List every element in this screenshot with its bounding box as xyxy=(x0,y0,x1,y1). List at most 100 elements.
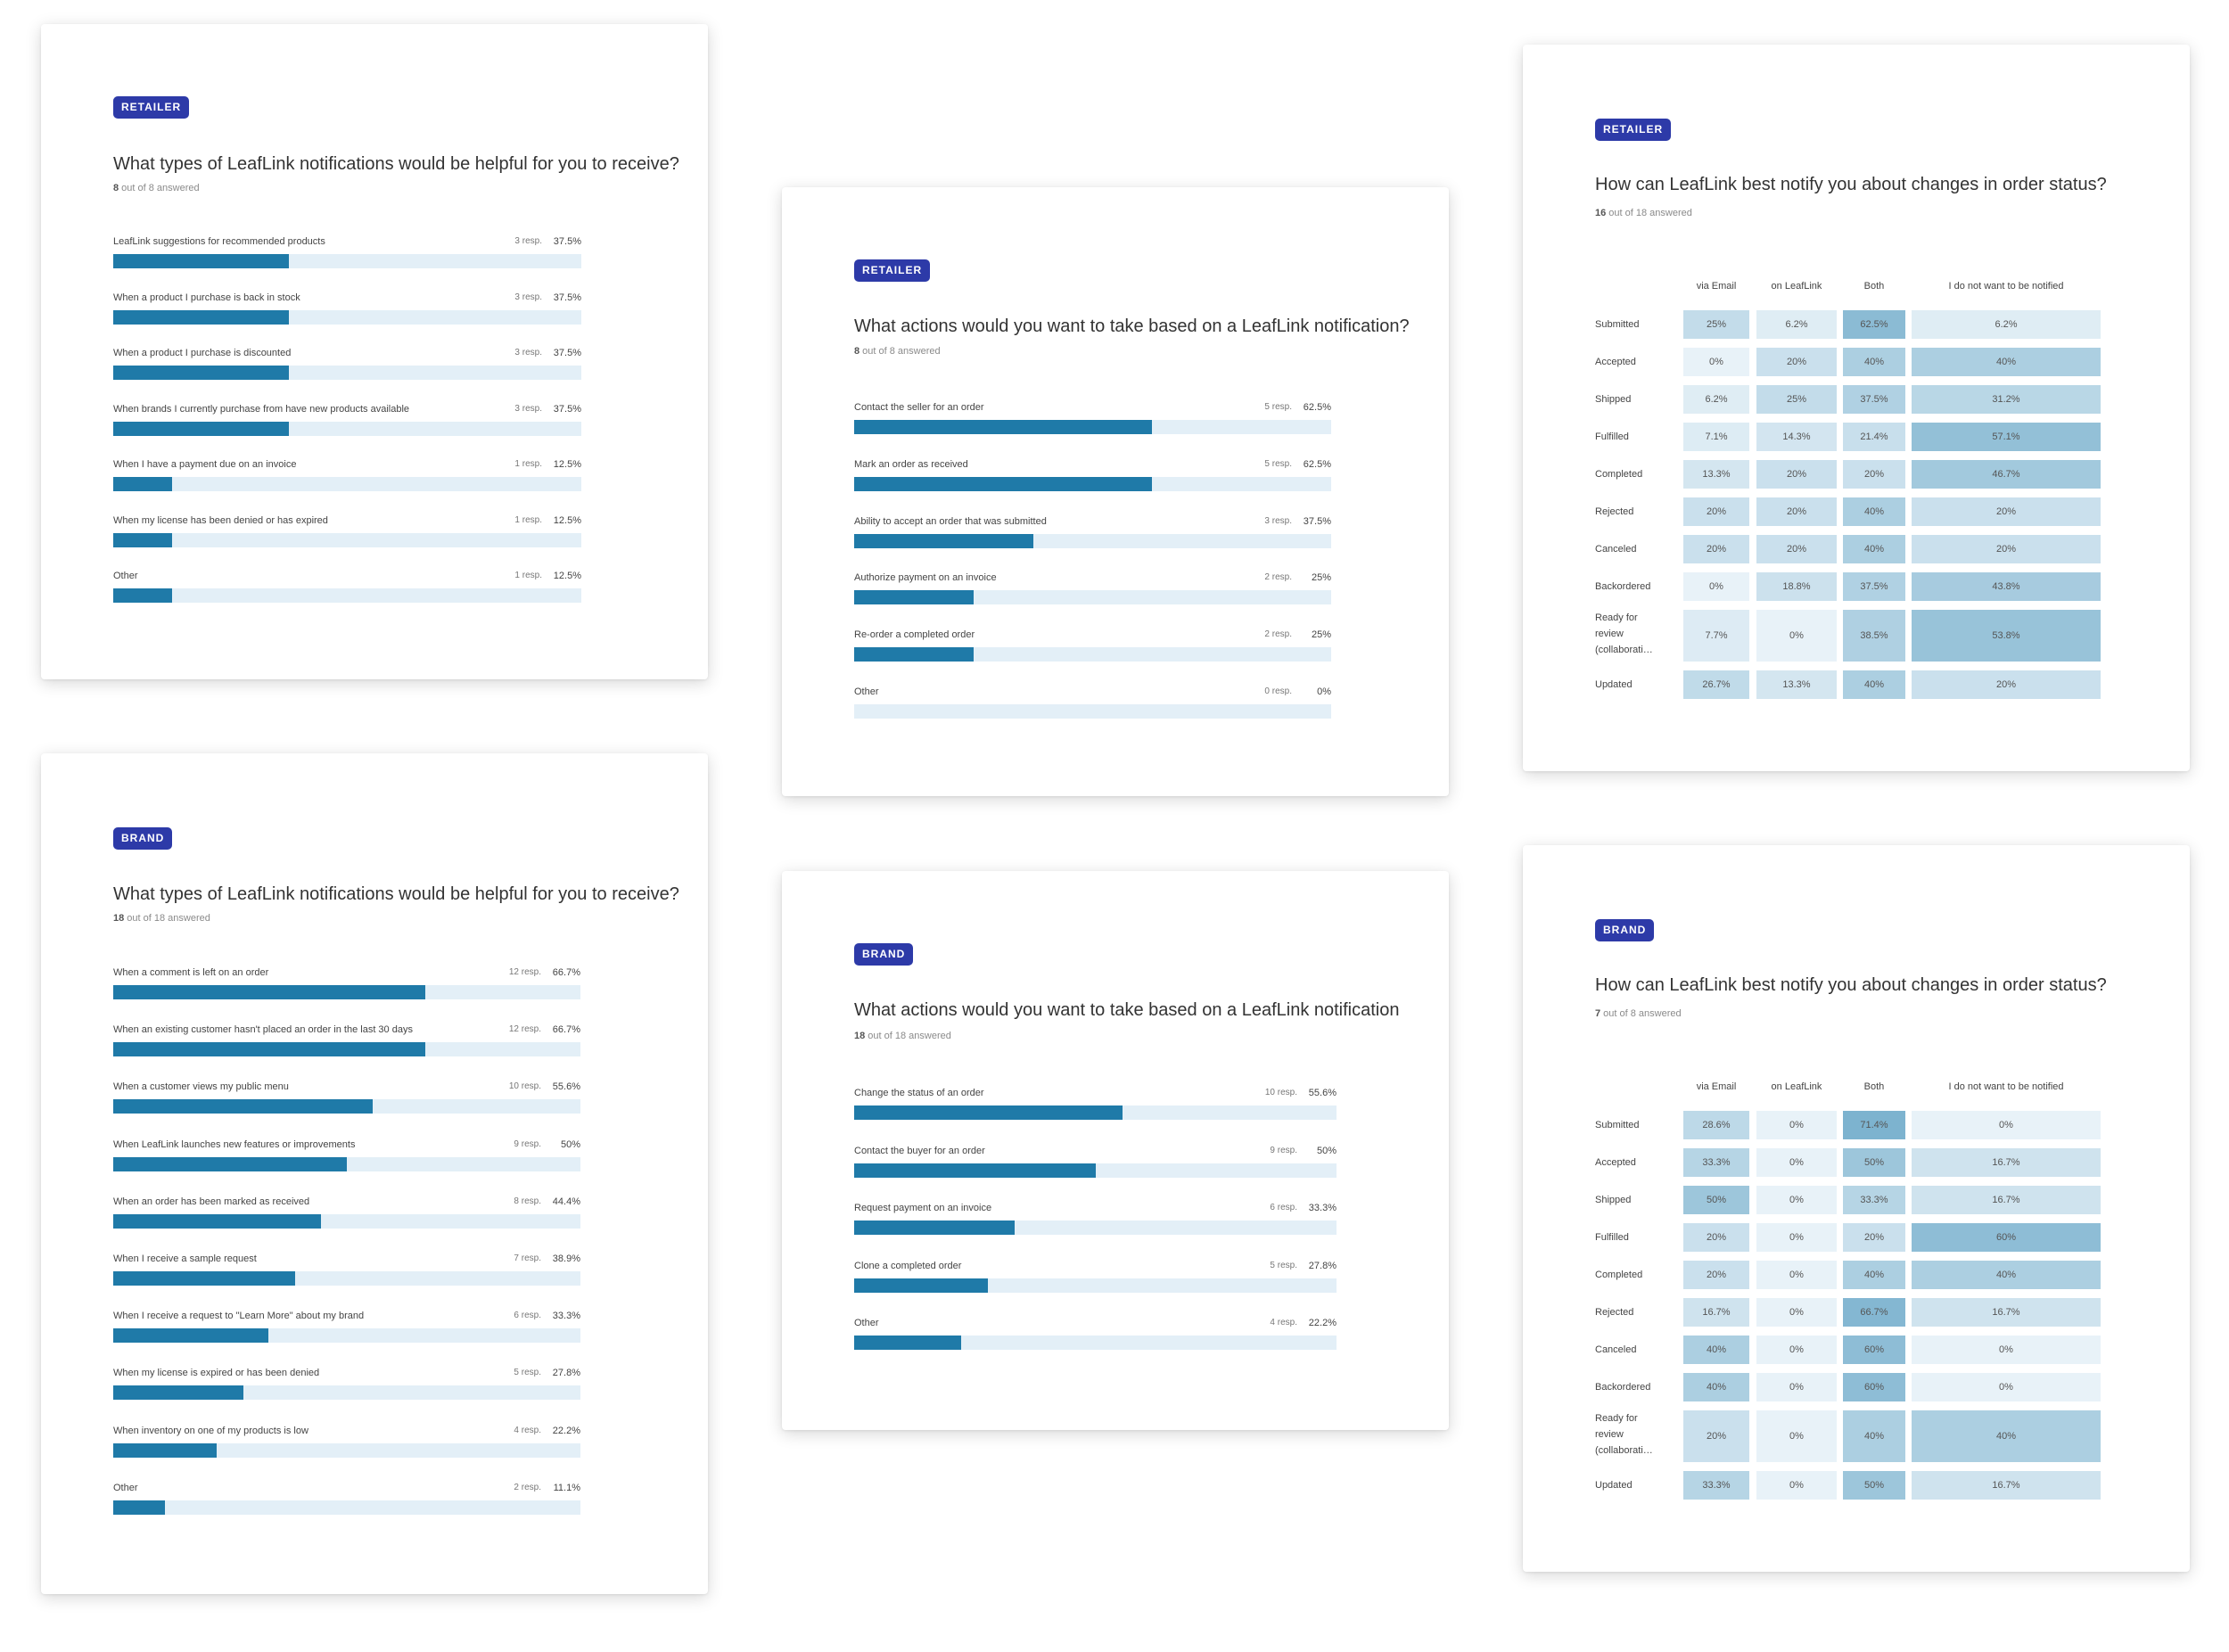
response-label: When brands I currently purchase from ha… xyxy=(113,403,410,415)
bar-fill xyxy=(854,420,1153,434)
matrix-column-header: I do not want to be notified xyxy=(1948,281,2064,292)
matrix-row-label: Accepted xyxy=(1595,1157,1636,1168)
response-label: Mark an order as received xyxy=(854,458,968,470)
matrix-column-header: on LeafLink xyxy=(1771,281,1822,292)
response-percent: 22.2% xyxy=(1308,1318,1337,1328)
matrix-cell: 20% xyxy=(1756,535,1837,563)
matrix-row-label: Fulfilled xyxy=(1595,1232,1629,1243)
matrix-cell: 7.7% xyxy=(1683,610,1749,662)
bar-fill xyxy=(854,1221,1016,1235)
question-title: What types of LeafLink notifications wou… xyxy=(113,884,679,904)
matrix-cell: 20% xyxy=(1683,497,1749,526)
response-row: When I have a payment due on an invoice 1… xyxy=(113,459,581,493)
response-row: When an existing customer hasn't placed … xyxy=(113,1024,580,1058)
response-label: Authorize payment on an invoice xyxy=(854,572,997,584)
response-count: 9 resp. xyxy=(514,1138,541,1149)
question-title: What actions would you want to take base… xyxy=(854,1000,1400,1020)
matrix-cell: 16.7% xyxy=(1912,1148,2101,1177)
response-label: Other xyxy=(854,1318,879,1328)
matrix-cell: 0% xyxy=(1756,1111,1837,1139)
bar-track xyxy=(854,704,1331,719)
matrix-cell: 43.8% xyxy=(1912,572,2101,601)
bar-fill xyxy=(854,533,1033,548)
matrix-cell: 26.7% xyxy=(1683,670,1749,699)
matrix-row-label: Shipped xyxy=(1595,1195,1632,1205)
matrix-cell: 7.1% xyxy=(1683,423,1749,451)
response-label: When LeafLink launches new features or i… xyxy=(113,1138,356,1150)
bar-fill xyxy=(854,1278,989,1293)
matrix-cell: 0% xyxy=(1912,1111,2101,1139)
bar-track xyxy=(854,1105,1337,1120)
response-count: 8 resp. xyxy=(514,1196,541,1206)
response-row: Contact the seller for an order 5 resp. 62… xyxy=(854,402,1331,436)
response-row: When my license has been denied or has e… xyxy=(113,515,581,549)
bar-track xyxy=(854,1278,1337,1293)
response-row: Mark an order as received 5 resp. 62.5% xyxy=(854,459,1331,493)
matrix-cell: 33.3% xyxy=(1683,1471,1749,1500)
matrix-cell: 0% xyxy=(1756,1373,1837,1401)
matrix-row-label: Accepted xyxy=(1595,357,1636,367)
answered-count: 7 out of 8 answered xyxy=(1595,1008,1682,1019)
response-row: Other 2 resp. 11.1% xyxy=(113,1483,580,1516)
matrix-row-label: Completed xyxy=(1595,469,1643,480)
response-row: When a product I purchase is back in sto… xyxy=(113,292,581,326)
response-percent: 55.6% xyxy=(552,1081,580,1093)
answered-count: 8 out of 8 answered xyxy=(854,346,941,357)
response-percent: 12.5% xyxy=(553,459,581,470)
bar-track xyxy=(113,477,581,491)
matrix-cell: 25% xyxy=(1683,310,1749,339)
response-count: 4 resp. xyxy=(514,1425,541,1435)
response-percent: 33.3% xyxy=(1308,1203,1337,1213)
response-count: 12 resp. xyxy=(508,1024,541,1035)
matrix-cell: 0% xyxy=(1756,1471,1837,1500)
bar-track xyxy=(854,420,1331,434)
response-label: When I receive a request to "Learn More"… xyxy=(113,1311,365,1322)
retailer-tag: RETAILER xyxy=(113,96,190,119)
matrix-row-label: Completed xyxy=(1595,1270,1643,1280)
retailer-order-status-card: RETAILER How can LeafLink best notify yo… xyxy=(1523,45,2190,771)
response-percent: 62.5% xyxy=(1303,458,1331,470)
response-count: 12 resp. xyxy=(508,967,541,977)
response-label: When a product I purchase is back in sto… xyxy=(113,292,300,303)
response-count: 5 resp. xyxy=(1270,1260,1297,1270)
response-row: Other 0 resp. 0% xyxy=(854,686,1331,720)
response-count: 9 resp. xyxy=(1270,1145,1297,1155)
response-row: Ability to accept an order that was subm… xyxy=(854,516,1331,550)
response-label: When I receive a sample request xyxy=(113,1253,257,1264)
matrix-row-label: Ready for review (collaborati… xyxy=(1595,612,1653,655)
response-count: 0 resp. xyxy=(1264,686,1292,696)
response-row: When a comment is left on an order 12 res… xyxy=(113,967,580,1001)
matrix-cell: 0% xyxy=(1683,572,1749,601)
matrix-row-label: Canceled xyxy=(1595,544,1637,555)
matrix-cell: 40% xyxy=(1912,1410,2101,1462)
matrix-cell: 40% xyxy=(1843,497,1905,526)
matrix-cell: 0% xyxy=(1756,1298,1837,1327)
brand-tag: BRAND xyxy=(854,943,914,966)
response-label: When I have a payment due on an invoice xyxy=(113,459,297,470)
response-count: 6 resp. xyxy=(1270,1203,1297,1212)
response-count: 3 resp. xyxy=(1264,515,1292,526)
bar-track xyxy=(113,1500,580,1515)
matrix-row-label: Submitted xyxy=(1595,319,1640,330)
bar-track xyxy=(113,985,580,999)
matrix-column-header: on LeafLink xyxy=(1771,1081,1822,1092)
matrix-cell: 40% xyxy=(1843,535,1905,563)
matrix-cell: 21.4% xyxy=(1843,423,1905,451)
bar-fill xyxy=(113,254,289,268)
matrix-cell: 28.6% xyxy=(1683,1111,1749,1139)
bar-track xyxy=(854,476,1331,491)
response-label: When inventory on one of my products is … xyxy=(113,1425,308,1436)
response-percent: 62.5% xyxy=(1303,402,1331,413)
response-label: LeafLink suggestions for recommended pro… xyxy=(113,236,325,247)
matrix-cell: 0% xyxy=(1756,1186,1837,1214)
response-label: Other xyxy=(113,1482,138,1493)
matrix-cell: 18.8% xyxy=(1756,572,1837,601)
response-row: When an order has been marked as receive… xyxy=(113,1196,580,1230)
question-title: How can LeafLink best notify you about c… xyxy=(1595,175,2107,194)
bar-track xyxy=(113,1213,580,1229)
bar-track xyxy=(854,1336,1337,1350)
response-percent: 12.5% xyxy=(553,571,581,581)
bar-track xyxy=(113,254,581,268)
matrix-row-label: Fulfilled xyxy=(1595,431,1629,442)
response-count: 1 resp. xyxy=(514,459,542,469)
